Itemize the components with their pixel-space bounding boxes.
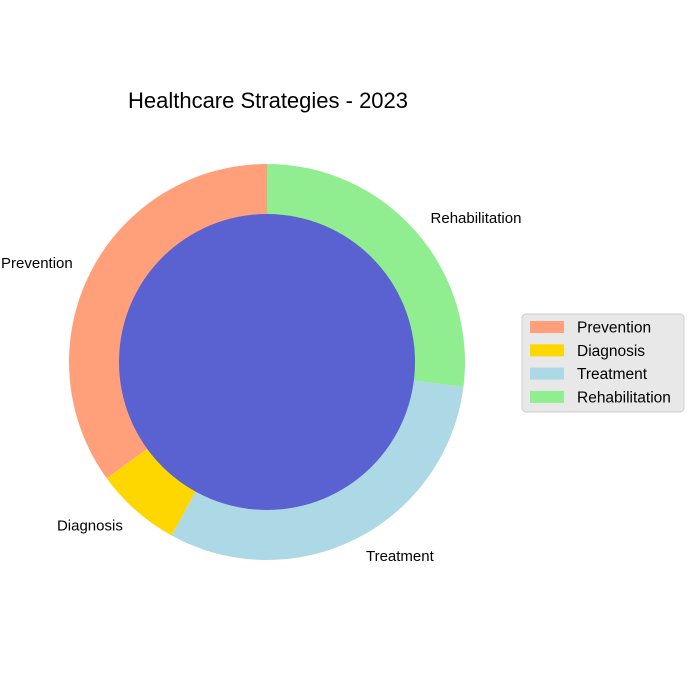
- legend-swatch-prevention: [530, 321, 564, 333]
- slice-labels-group: Prevention Diagnosis Treatment Rehabilitati…: [1, 210, 521, 565]
- slice-label-treatment: Treatment: [366, 548, 435, 565]
- legend-label-treatment: Treatment: [577, 366, 648, 383]
- legend-label-prevention: Prevention: [577, 320, 651, 337]
- legend-frame: [521, 313, 685, 413]
- chart-title: Healthcare Strategies - 2023: [128, 88, 408, 113]
- slice-label-diagnosis: Diagnosis: [57, 518, 123, 535]
- legend-label-rehabilitation: Rehabilitation: [577, 389, 671, 406]
- slice-label-prevention: Prevention: [1, 255, 73, 272]
- slice-label-rehabilitation: Rehabilitation: [431, 210, 522, 227]
- center-disc: [119, 214, 415, 510]
- legend: Prevention Diagnosis Treatment Rehabilitati…: [521, 313, 685, 413]
- legend-label-diagnosis: Diagnosis: [577, 343, 645, 360]
- legend-swatch-diagnosis: [530, 344, 564, 357]
- legend-swatch-rehabilitation: [530, 390, 564, 403]
- legend-swatch-treatment: [530, 367, 564, 380]
